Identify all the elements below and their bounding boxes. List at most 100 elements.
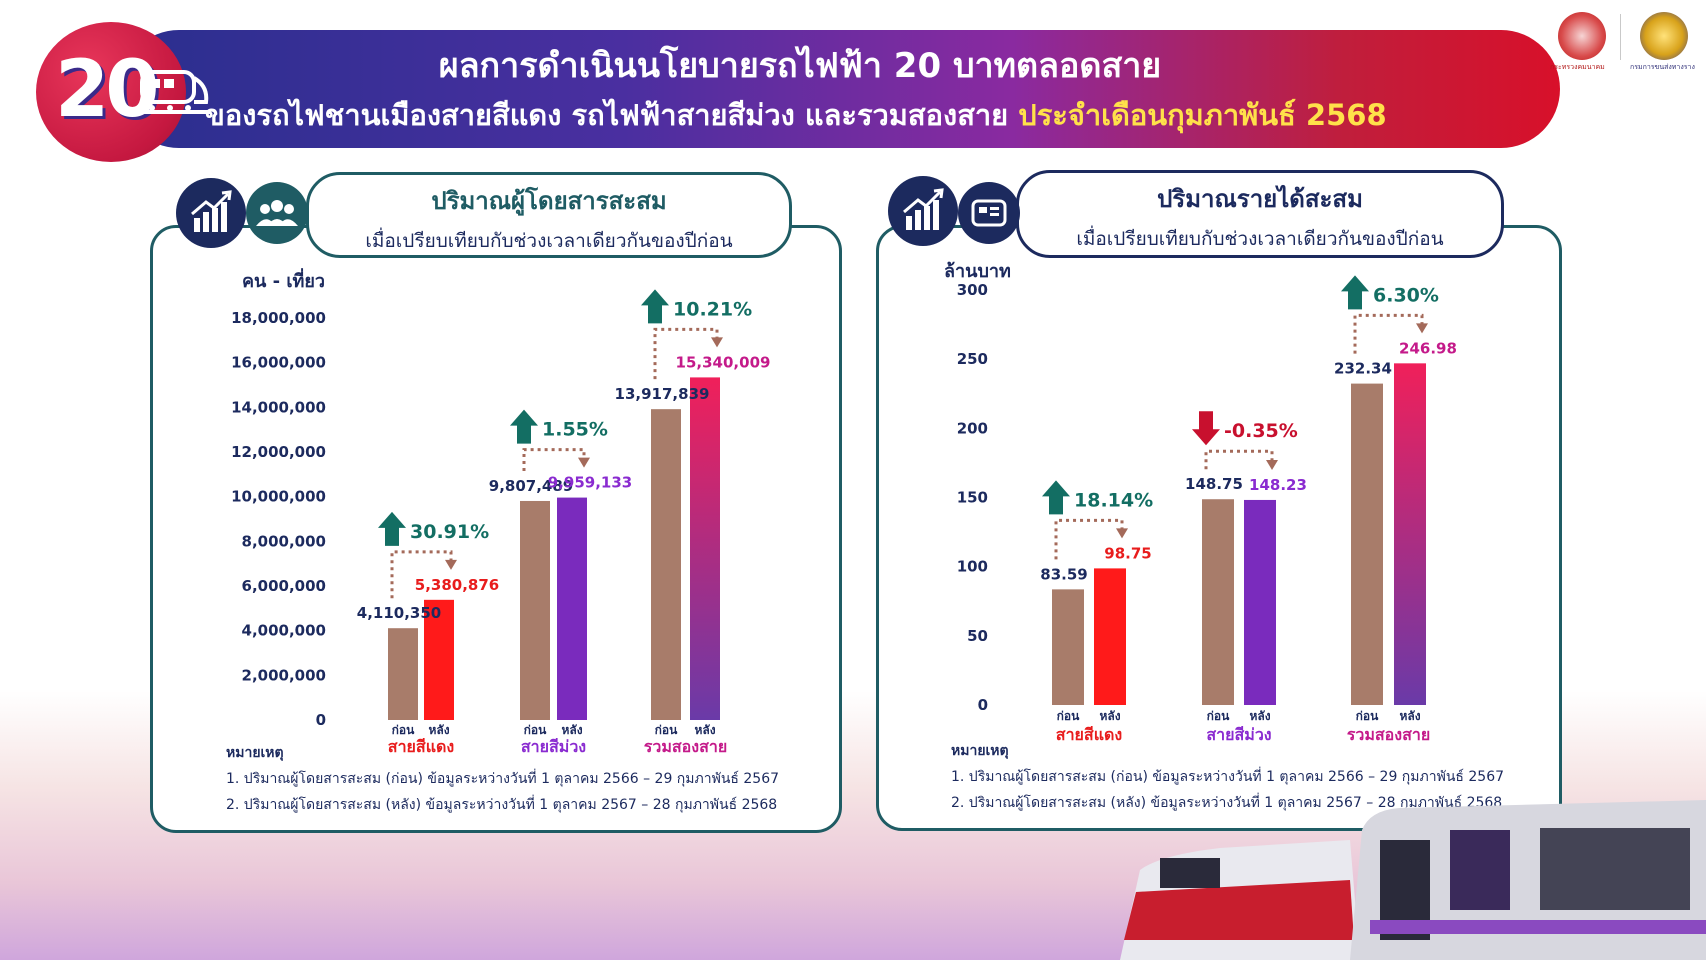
revenue-value-label-before: 232.34 <box>1334 360 1392 378</box>
revenue-value-label-after: 148.23 <box>1249 476 1307 494</box>
revenue-sub-label-after: หลัง <box>1399 709 1420 723</box>
subtitle-period: ประจำเดือนกุมภาพันธ์ 2568 <box>1018 98 1387 132</box>
revenue-y-tick-label: 300 <box>957 281 988 299</box>
revenue-bar-after <box>1394 363 1426 705</box>
revenue-y-axis-title: ล้านบาท <box>944 261 1011 282</box>
revenue-down-arrow-icon <box>1192 411 1220 446</box>
revenue-bar-before <box>1202 499 1234 705</box>
passenger-value-label-before: 13,917,839 <box>615 385 710 403</box>
passenger-panel-subtitle: เมื่อเปรียบเทียบกับช่วงเวลาเดียวกันของปี… <box>365 230 733 252</box>
revenue-panel-subtitle: เมื่อเปรียบเทียบกับช่วงเวลาเดียวกันของปี… <box>1076 228 1444 250</box>
passenger-up-arrow-icon <box>641 289 669 324</box>
chart-up-icon <box>888 176 958 246</box>
passenger-change-bracket <box>522 448 586 471</box>
ministry-logo-caption: กระทรวงคมนาคม <box>1550 63 1605 71</box>
header-banner <box>120 30 1560 148</box>
passenger-sub-label-before: ก่อน <box>524 723 547 737</box>
passenger-value-label-after: 15,340,009 <box>676 353 771 371</box>
chart-up-icon <box>176 178 246 248</box>
passenger-up-arrow-icon <box>510 409 538 444</box>
passenger-y-tick-label: 6,000,000 <box>242 577 326 595</box>
revenue-note-2: 2. ปริมาณผู้โดยสารสะสม (หลัง) ข้อมูลระหว… <box>951 795 1503 811</box>
rail-department-logo-caption: กรมการขนส่งทางราง <box>1630 63 1695 71</box>
passenger-change-bracket-arrowhead <box>445 559 457 570</box>
revenue-y-tick-label: 50 <box>967 627 988 645</box>
passenger-category-label: สายสีม่วง <box>521 737 586 756</box>
revenue-change-bracket <box>1204 449 1274 470</box>
passenger-sub-label-before: ก่อน <box>392 723 415 737</box>
revenue-value-label-before: 83.59 <box>1040 565 1087 583</box>
passenger-up-arrow-icon <box>378 511 406 546</box>
ticket-icon <box>958 182 1020 244</box>
passenger-value-label-after: 9,959,133 <box>548 474 632 492</box>
revenue-sub-label-after: หลัง <box>1099 709 1120 723</box>
passenger-y-tick-label: 10,000,000 <box>231 488 326 506</box>
passenger-y-axis-title: คน - เที่ยว <box>242 271 326 292</box>
passenger-change-percent: 1.55% <box>542 419 608 441</box>
passenger-value-label-after: 5,380,876 <box>415 576 499 594</box>
passenger-value-label-before: 4,110,350 <box>357 604 441 622</box>
page-title: ผลการดำเนินนโยบายรถไฟฟ้า 20 บาทตลอดสาย <box>438 46 1162 86</box>
passenger-bar-after <box>690 377 720 720</box>
passenger-y-tick-label: 12,000,000 <box>231 443 326 461</box>
passenger-sub-label-before: ก่อน <box>655 723 678 737</box>
passenger-y-tick-label: 4,000,000 <box>242 622 326 640</box>
revenue-category-label: สายสีม่วง <box>1206 725 1271 744</box>
revenue-value-label-before: 148.75 <box>1185 475 1243 493</box>
page-subtitle: ของรถไฟชานเมืองสายสีแดง รถไฟฟ้าสายสีม่วง… <box>205 92 1565 138</box>
revenue-note-heading: หมายเหตุ <box>951 743 1009 759</box>
passenger-y-tick-label: 18,000,000 <box>231 309 326 327</box>
passenger-bar-after <box>557 497 587 720</box>
revenue-bar-before <box>1351 383 1383 705</box>
passenger-sub-label-after: หลัง <box>561 723 582 737</box>
revenue-up-arrow-icon <box>1341 275 1369 310</box>
passenger-note-heading: หมายเหตุ <box>226 745 284 761</box>
passenger-change-bracket-arrowhead <box>578 457 590 468</box>
revenue-bar-before <box>1052 589 1084 705</box>
passenger-bar-after <box>424 599 454 720</box>
revenue-change-bracket-arrowhead <box>1416 323 1428 334</box>
revenue-panel-title: ปริมาณรายได้สะสม <box>1157 185 1363 213</box>
revenue-note-1: 1. ปริมาณผู้โดยสารสะสม (ก่อน) ข้อมูลระหว… <box>951 769 1505 785</box>
passenger-category-label: สายสีแดง <box>388 737 454 756</box>
passenger-sub-label-after: หลัง <box>694 723 715 737</box>
passenger-note-2: 2. ปริมาณผู้โดยสารสะสม (หลัง) ข้อมูลระหว… <box>226 797 778 813</box>
train-icon <box>134 70 209 114</box>
revenue-category-label: สายสีแดง <box>1056 725 1122 744</box>
revenue-change-bracket-arrowhead <box>1116 528 1128 539</box>
revenue-value-label-after: 246.98 <box>1399 339 1457 357</box>
passenger-change-bracket-arrowhead <box>711 337 723 348</box>
revenue-y-tick-label: 200 <box>957 419 988 437</box>
passenger-value-label-before: 9,807,489 <box>489 477 573 495</box>
train-illustration <box>1120 800 1706 960</box>
passenger-y-tick-label: 14,000,000 <box>231 398 326 416</box>
revenue-bar-after <box>1244 499 1276 705</box>
revenue-panel-header: ปริมาณรายได้สะสม เมื่อเปรียบเทียบกับช่วง… <box>1016 170 1504 258</box>
revenue-y-tick-label: 150 <box>957 489 988 507</box>
revenue-sub-label-before: ก่อน <box>1207 709 1230 723</box>
people-icon <box>246 182 308 244</box>
badge-20 <box>36 22 186 162</box>
revenue-change-percent: -0.35% <box>1224 420 1298 442</box>
revenue-y-tick-label: 100 <box>957 558 988 576</box>
revenue-up-arrow-icon <box>1042 480 1070 515</box>
passenger-bar-before <box>520 500 550 720</box>
logo-divider <box>1620 14 1621 60</box>
passenger-y-tick-label: 8,000,000 <box>242 532 326 550</box>
passenger-category-label: รวมสองสาย <box>644 737 727 756</box>
passenger-note-1: 1. ปริมาณผู้โดยสารสะสม (ก่อน) ข้อมูลระหว… <box>226 771 780 787</box>
passenger-change-percent: 10.21% <box>673 298 752 320</box>
revenue-sub-label-before: ก่อน <box>1356 709 1379 723</box>
subtitle-main: ของรถไฟชานเมืองสายสีแดง รถไฟฟ้าสายสีม่วง… <box>205 98 1019 132</box>
revenue-bar-after <box>1094 568 1126 705</box>
passenger-y-tick-label: 2,000,000 <box>242 666 326 684</box>
revenue-change-bracket <box>1353 313 1424 354</box>
revenue-change-bracket <box>1054 518 1124 560</box>
revenue-sub-label-after: หลัง <box>1249 709 1270 723</box>
passenger-y-tick-label: 0 <box>316 711 326 729</box>
revenue-y-tick-label: 250 <box>957 350 988 368</box>
passenger-bar-before <box>388 628 418 720</box>
passenger-bar-before <box>651 409 681 720</box>
revenue-change-percent: 18.14% <box>1074 489 1153 511</box>
